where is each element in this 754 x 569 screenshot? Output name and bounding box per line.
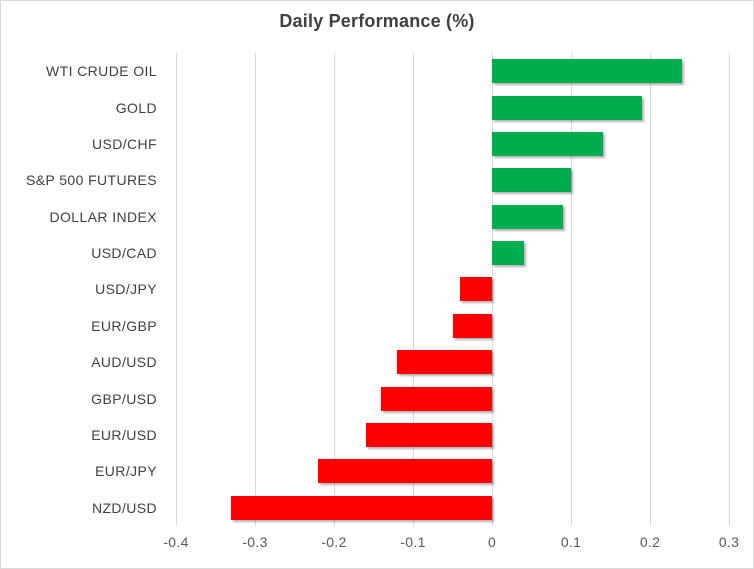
bar-row xyxy=(176,126,729,162)
bar-row xyxy=(176,453,729,489)
gridline xyxy=(255,53,256,526)
bar-row xyxy=(176,490,729,526)
bar-usd-jpy xyxy=(460,277,492,302)
x-tick-label: -0.2 xyxy=(321,534,347,550)
category-label: EUR/JPY xyxy=(95,463,157,480)
gridline xyxy=(176,53,177,526)
gridline xyxy=(571,53,572,526)
category-label: DOLLAR INDEX xyxy=(49,208,157,225)
category-label: USD/CHF xyxy=(91,135,157,152)
x-axis: -0.4 -0.3 -0.2 -0.1 0 0.1 0.2 0.3 xyxy=(163,534,739,556)
category-label: NZD/USD xyxy=(91,499,157,516)
x-tick-label: 0.1 xyxy=(560,534,582,550)
chart-title: Daily Performance (%) xyxy=(279,11,475,31)
x-tick-label: 0 xyxy=(487,534,497,550)
bar-eur-jpy xyxy=(318,459,492,484)
category-label: AUD/USD xyxy=(91,354,157,371)
bar-row xyxy=(176,271,729,307)
gridline xyxy=(334,53,335,526)
bar-dollar-index xyxy=(492,204,564,229)
bar-aud-usd xyxy=(397,350,492,375)
gridline xyxy=(729,53,730,526)
x-tick-label: -0.4 xyxy=(163,534,189,550)
bar-wti-crude-oil xyxy=(492,59,682,84)
bar-row xyxy=(176,53,729,89)
category-label: S&P 500 FUTURES xyxy=(25,172,157,189)
x-tick-label: -0.1 xyxy=(400,534,426,550)
bar-gold xyxy=(492,95,643,120)
x-tick-label: 0.2 xyxy=(639,534,661,550)
bar-row xyxy=(176,417,729,453)
bar-row xyxy=(176,380,729,416)
plot-area xyxy=(176,53,730,526)
bar-usd-chf xyxy=(492,131,603,156)
bar-s-p-500-futures xyxy=(492,168,571,193)
category-label: WTI CRUDE OIL xyxy=(46,63,157,80)
category-axis: WTI CRUDE OIL GOLD USD/CHF S&P 500 FUTURES D… xyxy=(1,53,161,526)
bar-eur-usd xyxy=(365,423,492,448)
category-label: EUR/USD xyxy=(91,427,157,444)
bar-row xyxy=(176,199,729,235)
bar-eur-gbp xyxy=(452,313,492,338)
bar-row xyxy=(176,89,729,125)
bar-nzd-usd xyxy=(231,495,492,520)
bar-usd-cad xyxy=(492,241,524,266)
bar-row xyxy=(176,308,729,344)
category-label: GOLD xyxy=(115,99,157,116)
category-label: GBP/USD xyxy=(91,390,157,407)
gridline xyxy=(492,53,493,526)
bar-row xyxy=(176,235,729,271)
category-label: EUR/GBP xyxy=(91,317,157,334)
gridline xyxy=(413,53,414,526)
bar-row xyxy=(176,162,729,198)
category-label: USD/JPY xyxy=(95,281,157,298)
category-label: USD/CAD xyxy=(91,245,157,262)
x-tick-label: -0.3 xyxy=(242,534,268,550)
x-tick-label: 0.3 xyxy=(718,534,740,550)
bar-row xyxy=(176,344,729,380)
gridline xyxy=(650,53,651,526)
bar-gbp-usd xyxy=(381,386,492,411)
